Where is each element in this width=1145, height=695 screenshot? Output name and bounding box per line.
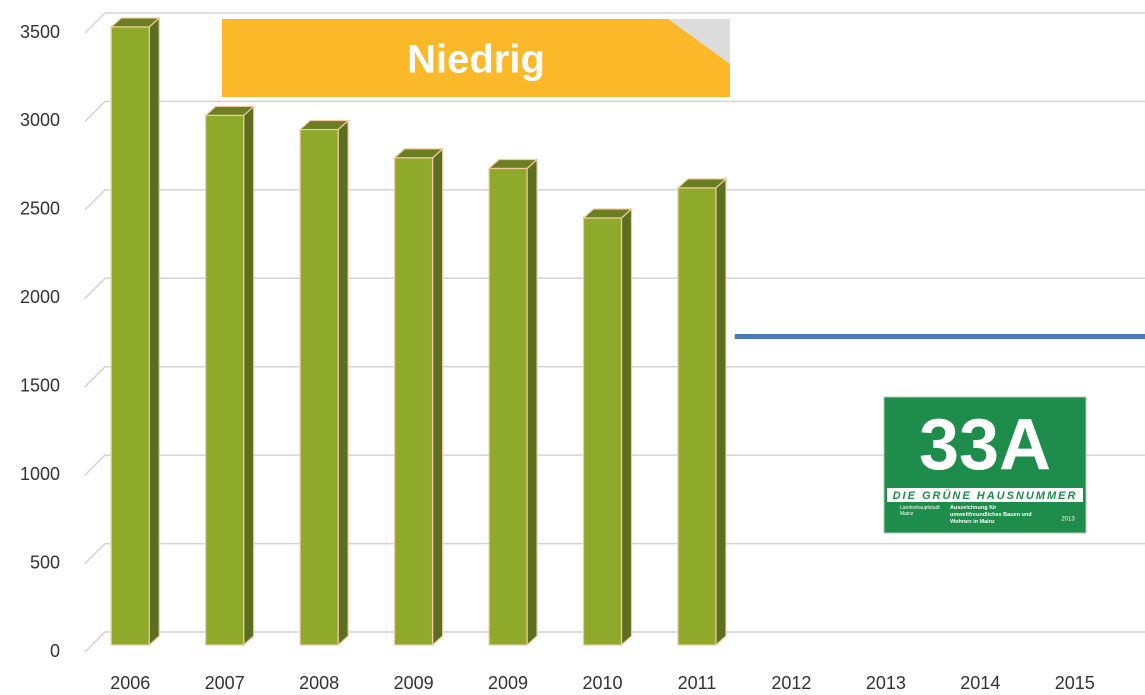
y-tick-label: 2500: [20, 199, 60, 219]
x-tick-label: 2011: [678, 673, 717, 693]
x-tick-label: 2010: [582, 673, 622, 693]
y-tick-label: 1000: [20, 464, 60, 484]
bar-front: [584, 218, 622, 645]
bar-front: [489, 168, 527, 645]
bar-side: [527, 159, 537, 645]
plaque-number: 33A: [919, 405, 1051, 485]
y-tick-label: 500: [30, 552, 60, 572]
y-tick-label: 2000: [20, 287, 60, 307]
bar-side: [716, 179, 726, 645]
x-tick-label: 2013: [866, 673, 906, 693]
y-tick-label: 3000: [20, 110, 60, 130]
bars: [111, 18, 726, 645]
plaque-city-box: Landeshauptstadt Mainz: [900, 505, 944, 529]
bar: [395, 149, 443, 645]
bar: [489, 159, 537, 645]
bar-side: [149, 18, 159, 645]
x-tick-label: 2006: [110, 673, 150, 693]
bar: [584, 209, 632, 645]
bar: [678, 179, 726, 645]
plaque-year: 2013: [1061, 517, 1075, 523]
x-tick-label: 2014: [960, 673, 1000, 693]
banner: Niedrig: [222, 19, 730, 97]
bar-front: [678, 188, 716, 645]
x-tick-label: 2009: [488, 673, 528, 693]
y-tick-label: 3500: [20, 22, 60, 42]
bar-front: [395, 158, 433, 645]
plaque-title: DIE GRÜNE HAUSNUMMER: [893, 489, 1078, 502]
banner-text: Niedrig: [407, 38, 545, 82]
x-tick-label: 2009: [394, 673, 434, 693]
bar-side: [622, 209, 632, 645]
plaque-text: Auszeichnung für umweltfreundliches Baue…: [950, 505, 1040, 526]
x-tick-label: 2015: [1055, 673, 1095, 693]
bar-side: [244, 106, 254, 645]
plaque-city: Landeshauptstadt Mainz: [900, 505, 944, 517]
plaque: 33A DIE GRÜNE HAUSNUMMER Landeshauptstad…: [884, 397, 1086, 533]
bar-front: [206, 115, 244, 645]
bar: [300, 121, 348, 645]
bar-side: [338, 121, 348, 645]
bar-front: [111, 27, 149, 645]
x-tick-label: 2007: [205, 673, 245, 693]
x-tick-label: 2008: [299, 673, 339, 693]
bar: [206, 106, 254, 645]
y-tick-label: 0: [50, 641, 60, 661]
x-tick-label: 2012: [771, 673, 811, 693]
plaque-text-box: Auszeichnung für umweltfreundliches Baue…: [950, 505, 1040, 529]
bar-side: [433, 149, 443, 645]
y-tick-label: 1500: [20, 375, 60, 395]
bar-front: [300, 130, 338, 645]
chart: Niedrig 33A DIE GRÜNE HAUSNUMMER Landesh…: [0, 0, 1145, 695]
bar: [111, 18, 159, 645]
